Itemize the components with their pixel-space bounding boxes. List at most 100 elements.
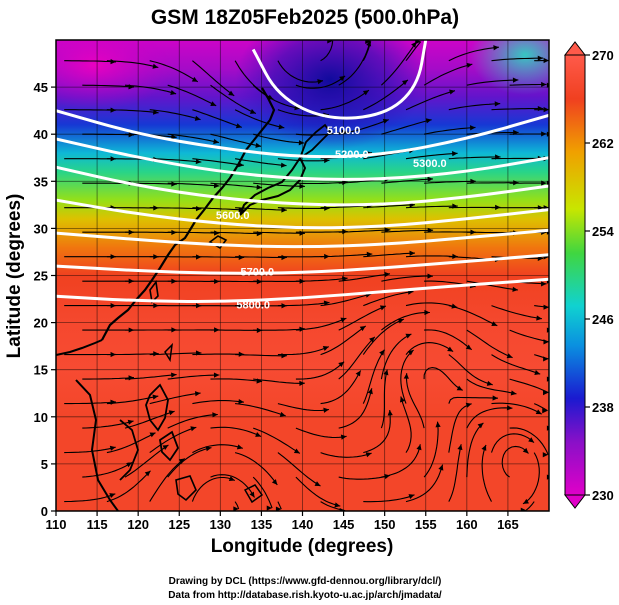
streamline bbox=[106, 432, 156, 454]
streamline bbox=[106, 353, 159, 356]
streamline bbox=[405, 342, 454, 355]
streamline bbox=[235, 403, 286, 417]
streamline bbox=[405, 373, 425, 429]
colorbar-body bbox=[564, 54, 586, 496]
streamline-arrowhead bbox=[369, 336, 375, 343]
streamline bbox=[363, 409, 391, 454]
streamline bbox=[192, 158, 244, 166]
streamline bbox=[491, 402, 542, 415]
streamline-arrowhead bbox=[543, 304, 549, 310]
streamline bbox=[191, 476, 236, 502]
streamline-arrowhead bbox=[465, 344, 472, 350]
streamline bbox=[149, 426, 197, 454]
streamline-arrowhead bbox=[178, 458, 185, 464]
streamline bbox=[253, 328, 305, 331]
streamline bbox=[381, 311, 430, 331]
y-tick-label: 20 bbox=[34, 316, 48, 331]
colorbar-tick-label: 254 bbox=[592, 224, 614, 239]
contour-label: 5200.0 bbox=[335, 149, 369, 161]
streamline-arrowhead bbox=[271, 479, 278, 485]
streamline bbox=[210, 182, 263, 189]
streamline-arrowhead bbox=[171, 134, 177, 140]
streamline-arrowhead bbox=[477, 422, 484, 429]
streamline bbox=[167, 182, 220, 187]
streamline bbox=[106, 60, 159, 69]
streamline-arrowhead bbox=[425, 118, 432, 124]
streamline bbox=[491, 107, 544, 111]
streamline-arrowhead bbox=[469, 125, 476, 131]
streamline bbox=[466, 422, 484, 478]
chart-title: GSM 18Z05Feb2025 (500.0hPa) bbox=[151, 6, 459, 29]
streamline bbox=[192, 400, 244, 405]
streamline bbox=[466, 280, 519, 291]
streamline bbox=[192, 207, 245, 211]
streamline bbox=[338, 305, 387, 331]
streamline-arrowhead bbox=[266, 505, 273, 511]
streamline-arrowhead bbox=[323, 407, 330, 413]
streamline-arrowhead bbox=[327, 40, 333, 44]
streamline bbox=[82, 84, 135, 88]
streamline bbox=[64, 60, 117, 63]
streamline bbox=[82, 462, 133, 478]
streamline-arrowhead bbox=[249, 491, 255, 498]
streamline-arrowhead bbox=[359, 326, 366, 332]
y-axis-ticks: 0 5 10 15 20 25 30 35 40 45 bbox=[34, 80, 56, 519]
streamline-arrowhead bbox=[213, 138, 219, 145]
x-tick-label: 130 bbox=[209, 517, 231, 532]
y-tick-label: 35 bbox=[34, 174, 48, 189]
streamlines bbox=[64, 40, 549, 511]
streamline bbox=[235, 354, 287, 357]
height-contour-5200.0 bbox=[56, 109, 549, 159]
streamline-arrowhead bbox=[210, 101, 217, 106]
streamline bbox=[320, 89, 370, 111]
streamline bbox=[448, 305, 498, 327]
streamline-arrowhead bbox=[510, 390, 517, 396]
streamline-arrowhead bbox=[541, 281, 547, 287]
contour-label: 5100.0 bbox=[327, 125, 361, 137]
streamline bbox=[124, 84, 177, 95]
streamline bbox=[295, 427, 347, 439]
streamline-arrowhead bbox=[452, 151, 458, 157]
streamline-arrowhead bbox=[367, 388, 373, 395]
streamline bbox=[167, 231, 220, 234]
streamline-arrowhead bbox=[466, 62, 473, 68]
streamline bbox=[320, 325, 367, 356]
streamline bbox=[295, 277, 348, 282]
streamline bbox=[234, 452, 278, 486]
streamline-arrowhead bbox=[408, 494, 415, 500]
streamline-arrowhead bbox=[195, 158, 202, 165]
height-contour-5300.0 bbox=[56, 137, 549, 181]
streamline bbox=[491, 354, 541, 375]
streamline-arrowhead bbox=[238, 254, 245, 261]
colorbar-bottom-arrow bbox=[563, 494, 587, 509]
x-tick-label: 150 bbox=[374, 517, 396, 532]
streamline bbox=[210, 84, 257, 114]
streamline-arrowhead bbox=[153, 351, 159, 357]
streamline-arrowhead bbox=[249, 108, 256, 114]
streamline bbox=[363, 79, 409, 111]
streamline bbox=[277, 158, 330, 162]
y-tick-label: 10 bbox=[34, 410, 48, 425]
streamline-arrowhead bbox=[238, 398, 244, 405]
streamline-arrowhead bbox=[405, 333, 412, 339]
streamline bbox=[363, 204, 416, 209]
streamline-arrowhead bbox=[355, 370, 361, 377]
streamline bbox=[338, 388, 373, 429]
y-tick-label: 30 bbox=[34, 221, 48, 236]
height-contour-5800.0 bbox=[56, 277, 549, 303]
streamline bbox=[362, 41, 372, 61]
streamline-arrowhead bbox=[536, 315, 542, 321]
colorbar-tick-label: 270 bbox=[592, 48, 614, 63]
streamline bbox=[363, 291, 414, 307]
streamline bbox=[533, 403, 548, 412]
streamline bbox=[381, 119, 432, 135]
streamline bbox=[338, 273, 391, 282]
x-tick-label: 165 bbox=[497, 517, 519, 532]
streamline bbox=[167, 413, 218, 429]
streamline-arrowhead bbox=[280, 162, 287, 168]
streamline bbox=[106, 470, 151, 503]
streamline-arrowhead bbox=[543, 339, 549, 345]
streamline bbox=[448, 354, 493, 386]
streamline bbox=[167, 374, 220, 380]
streamline bbox=[509, 427, 549, 455]
